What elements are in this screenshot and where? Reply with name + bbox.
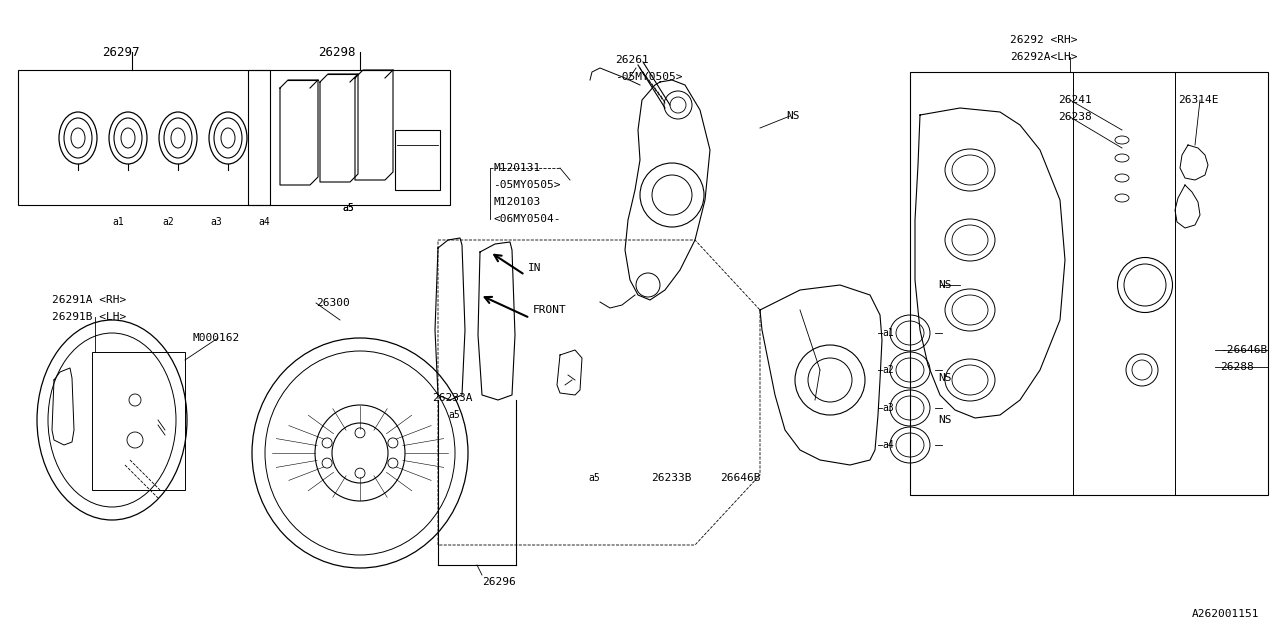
Text: M120131: M120131 [493, 163, 540, 173]
Text: -05MY0505>: -05MY0505> [614, 72, 682, 82]
Text: NS: NS [938, 415, 951, 425]
Text: FRONT: FRONT [532, 305, 567, 315]
Text: a3: a3 [210, 217, 221, 227]
Text: M000162: M000162 [192, 333, 239, 343]
Text: M120103: M120103 [493, 197, 540, 207]
Bar [18, 70, 270, 205]
Text: 26261: 26261 [614, 55, 649, 65]
Text: 26241: 26241 [1059, 95, 1092, 105]
Text: a2: a2 [882, 365, 893, 375]
Text: a1: a1 [882, 328, 893, 338]
Text: a4: a4 [259, 217, 270, 227]
Text: 26233B: 26233B [652, 473, 691, 483]
Text: a4: a4 [882, 440, 893, 450]
Text: 26292A<LH>: 26292A<LH> [1010, 52, 1078, 62]
Text: a2: a2 [163, 217, 174, 227]
Text: 26238: 26238 [1059, 112, 1092, 122]
Text: 26296: 26296 [483, 577, 516, 587]
Text: 26298: 26298 [317, 45, 356, 58]
Text: a1: a1 [113, 217, 124, 227]
Text: 26288: 26288 [1220, 362, 1253, 372]
Text: -05MY0505>: -05MY0505> [493, 180, 561, 190]
Bar [910, 72, 1268, 495]
Text: a5: a5 [448, 410, 460, 420]
Text: 26291A <RH>: 26291A <RH> [52, 295, 127, 305]
Bar [92, 352, 186, 490]
Text: A262001151: A262001151 [1192, 609, 1260, 619]
Text: NS: NS [938, 280, 951, 290]
Text: 26314E: 26314E [1178, 95, 1219, 105]
Text: -26646B: -26646B [1220, 345, 1267, 355]
Text: a5: a5 [342, 203, 353, 213]
Text: a5: a5 [342, 203, 353, 213]
Text: 26297: 26297 [102, 45, 140, 58]
Text: <06MY0504-: <06MY0504- [493, 214, 561, 224]
Text: 26233A: 26233A [433, 393, 472, 403]
Text: 26300: 26300 [316, 298, 349, 308]
Text: a3: a3 [882, 403, 893, 413]
Bar [248, 70, 451, 205]
Text: 26291B <LH>: 26291B <LH> [52, 312, 127, 322]
Text: a5: a5 [588, 473, 600, 483]
Bar [396, 130, 440, 190]
Text: NS: NS [786, 111, 800, 121]
Text: 26646B: 26646B [721, 473, 760, 483]
Text: 26292 <RH>: 26292 <RH> [1010, 35, 1078, 45]
Text: IN: IN [529, 263, 541, 273]
Text: NS: NS [938, 373, 951, 383]
